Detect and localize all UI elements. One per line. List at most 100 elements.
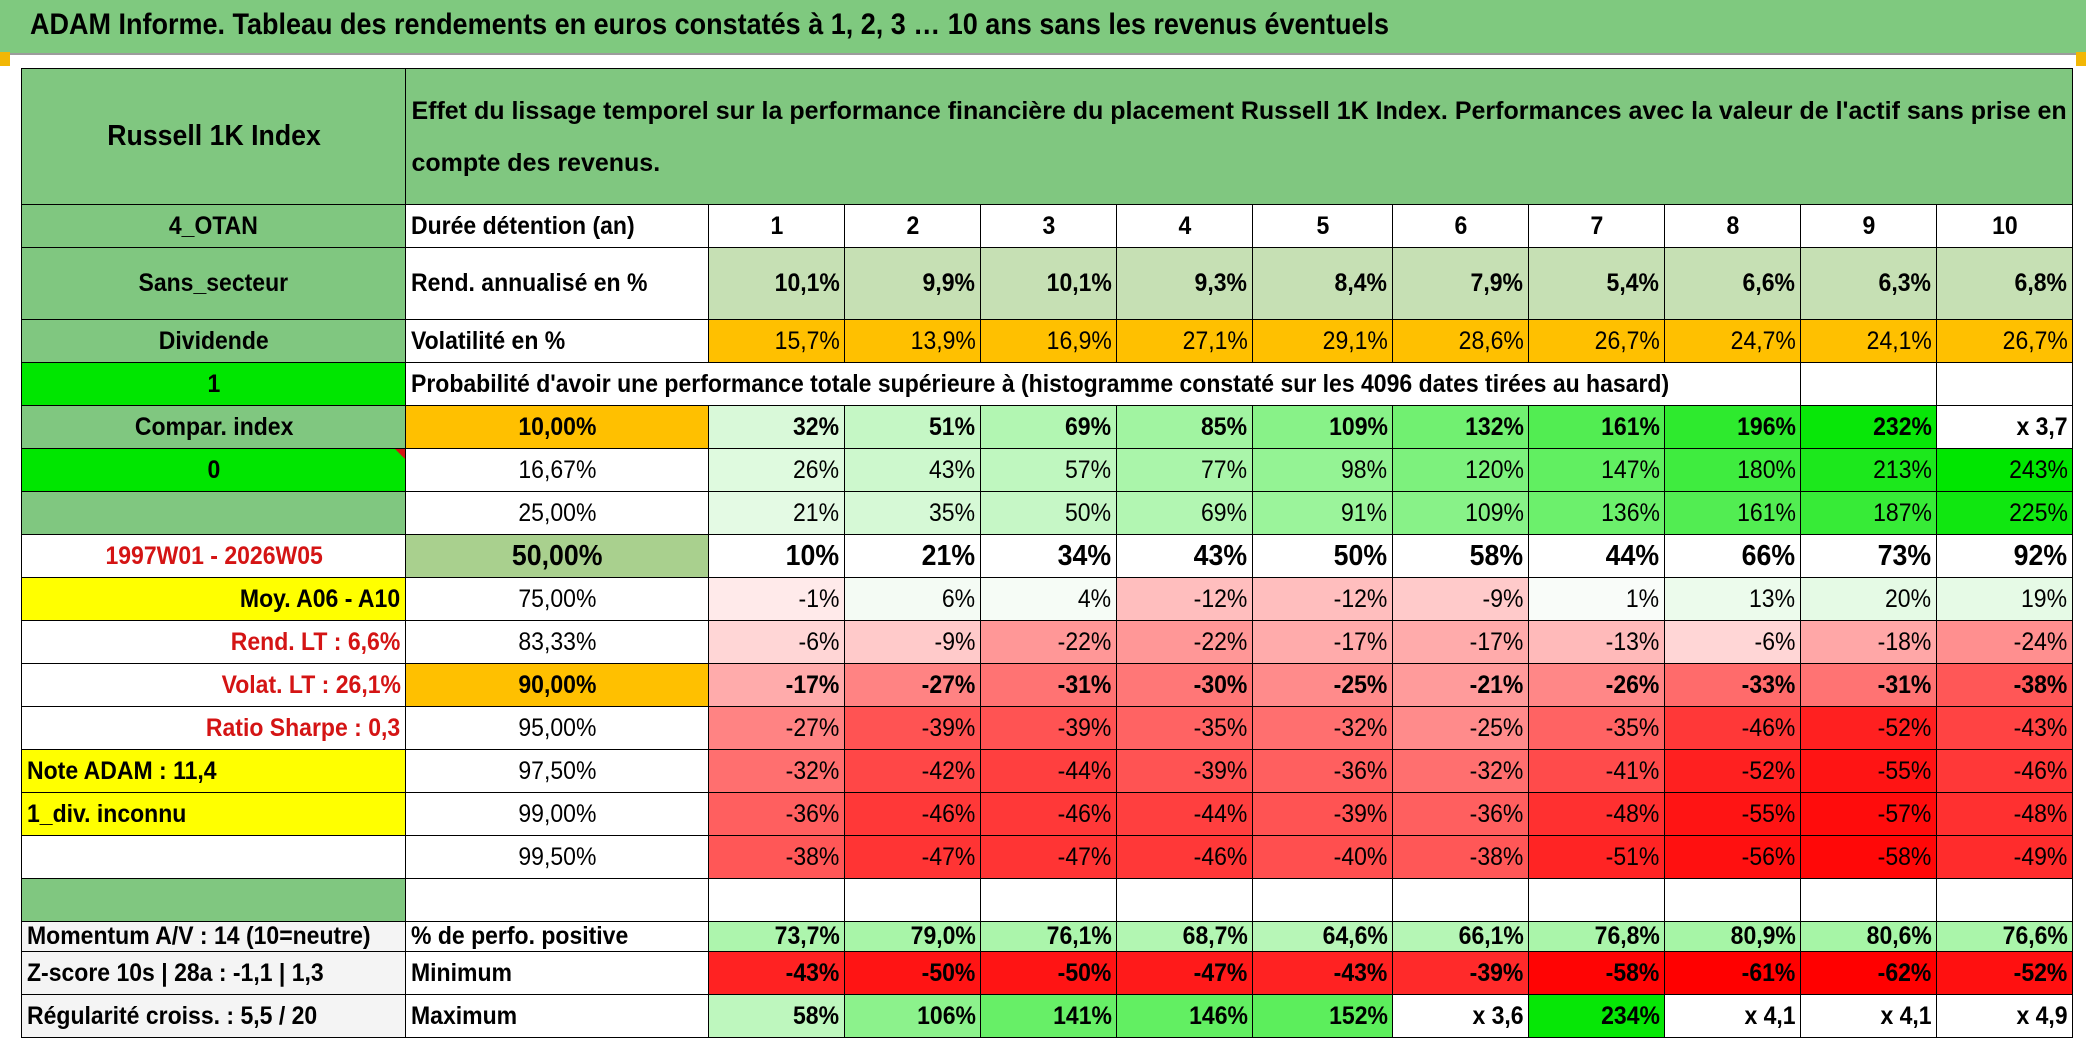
probability-level: 99,00% bbox=[405, 792, 710, 836]
probability-value: -12% bbox=[1252, 577, 1394, 621]
probability-value: -13% bbox=[1528, 620, 1666, 664]
probability-value-text: 21% bbox=[922, 539, 976, 572]
annual-return-cell: 6,3% bbox=[1800, 247, 1938, 320]
annual-return-cell: 6,6% bbox=[1664, 247, 1802, 320]
probability-value: 73% bbox=[1800, 534, 1938, 578]
sidebar-label: Dividende bbox=[20, 319, 407, 363]
summary-label: % de perfo. positive bbox=[405, 921, 710, 952]
volatility-cell-text: 28,6% bbox=[1458, 326, 1524, 355]
probability-value-text: 213% bbox=[1872, 455, 1932, 484]
summary-value: -52% bbox=[1936, 951, 2074, 995]
volatility-cell: 24,1% bbox=[1800, 319, 1938, 363]
probability-value-text: -21% bbox=[1469, 670, 1524, 699]
summary-value-text: -52% bbox=[2013, 958, 2068, 987]
probability-value: -17% bbox=[1252, 620, 1394, 664]
probability-value-text: 51% bbox=[929, 412, 976, 441]
probability-value-text: -35% bbox=[1193, 713, 1248, 742]
probability-value-text: -39% bbox=[921, 713, 976, 742]
probability-value: -9% bbox=[1392, 577, 1530, 621]
probability-row: Ratio Sharpe : 0,3 95,00% -27% -39% -39% -35%… bbox=[20, 706, 2074, 750]
annual-return-cell-text: 7,9% bbox=[1471, 269, 1524, 297]
probability-value: -46% bbox=[844, 792, 982, 836]
year-header: 4 bbox=[1116, 204, 1254, 248]
sidebar-indicator-text: Z-score 10s | 28a : -1,1 | 1,3 bbox=[27, 958, 324, 987]
summary-value: 141% bbox=[980, 994, 1118, 1038]
probability-value-text: 20% bbox=[1885, 584, 1932, 613]
probability-value: 98% bbox=[1252, 448, 1394, 492]
probability-value-text: -52% bbox=[1741, 756, 1796, 785]
probability-caption: Probabilité d'avoir une performance tota… bbox=[405, 362, 1802, 406]
annual-return-cell: 9,3% bbox=[1116, 247, 1254, 320]
probability-level-text: 25,00% bbox=[518, 498, 597, 527]
probability-value-text: -9% bbox=[1482, 584, 1524, 613]
probability-value: 161% bbox=[1528, 405, 1666, 449]
summary-value-text: 66,1% bbox=[1458, 922, 1524, 951]
summary-value-text: 152% bbox=[1328, 1001, 1388, 1030]
summary-value: -61% bbox=[1664, 951, 1802, 995]
volatility-cell-text: 29,1% bbox=[1322, 326, 1388, 355]
probability-value: -46% bbox=[1664, 706, 1802, 750]
probability-value-text: 34% bbox=[1058, 539, 1112, 572]
sidebar-value-text: 1 bbox=[207, 369, 221, 398]
probability-row: 25,00% 21% 35% 50% 69% 91% 109% 136% 161% 187% 225… bbox=[20, 491, 2074, 535]
probability-value-text: -46% bbox=[1193, 842, 1248, 871]
probability-value-text: -41% bbox=[1605, 756, 1660, 785]
probability-value: 225% bbox=[1936, 491, 2074, 535]
probability-value: 136% bbox=[1528, 491, 1666, 535]
probability-value: 57% bbox=[980, 448, 1118, 492]
description-cell: Effet du lissage temporel sur la perform… bbox=[405, 68, 2074, 205]
annual-return-cell-text: 5,4% bbox=[1607, 269, 1660, 297]
volatility-cell: 26,7% bbox=[1528, 319, 1666, 363]
probability-value: -12% bbox=[1116, 577, 1254, 621]
probability-row: Rend. LT : 6,6% 83,33% -6% -9% -22% -22% -17% -… bbox=[20, 620, 2074, 664]
probability-value-text: -31% bbox=[1877, 670, 1932, 699]
year-header: 2 bbox=[844, 204, 982, 248]
probability-value-text: -39% bbox=[1333, 799, 1388, 828]
annual-return-cell: 8,4% bbox=[1252, 247, 1394, 320]
probability-level-text: 99,50% bbox=[518, 842, 597, 871]
summary-label-text: Minimum bbox=[411, 958, 513, 987]
probability-value-text: 69% bbox=[1065, 412, 1112, 441]
probability-value: -51% bbox=[1528, 835, 1666, 879]
year-header-text: 10 bbox=[1992, 211, 2018, 240]
probability-value: -44% bbox=[980, 749, 1118, 793]
summary-row: Régularité croiss. : 5,5 / 20 Maximum 58% 1… bbox=[20, 994, 2074, 1038]
summary-value: 106% bbox=[844, 994, 982, 1038]
annual-return-cell: 10,1% bbox=[708, 247, 846, 320]
probability-value: -47% bbox=[980, 835, 1118, 879]
probability-value: 120% bbox=[1392, 448, 1530, 492]
probability-value-text: 73% bbox=[1878, 539, 1932, 572]
sidebar-label: Moy. A06 - A10 bbox=[20, 577, 407, 621]
summary-row: Z-score 10s | 28a : -1,1 | 1,3 Minimum -43… bbox=[20, 951, 2074, 995]
probability-value: 19% bbox=[1936, 577, 2074, 621]
sidebar-label: 1_div. inconnu bbox=[20, 792, 407, 836]
probability-value: 187% bbox=[1800, 491, 1938, 535]
probability-value-text: -32% bbox=[785, 756, 840, 785]
volatility-cell-text: 27,1% bbox=[1182, 326, 1248, 355]
probability-level-text: 90,00% bbox=[518, 670, 597, 699]
sidebar-label: Compar. index bbox=[20, 405, 407, 449]
probability-value-text: -48% bbox=[2013, 799, 2068, 828]
summary-value: 73,7% bbox=[708, 921, 846, 952]
probability-value-text: -27% bbox=[785, 713, 840, 742]
summary-value: x 4,1 bbox=[1800, 994, 1938, 1038]
probability-value: 4% bbox=[980, 577, 1118, 621]
summary-value-text: -43% bbox=[1333, 958, 1388, 987]
probability-value: 44% bbox=[1528, 534, 1666, 578]
summary-value: 79,0% bbox=[844, 921, 982, 952]
probability-value: 232% bbox=[1800, 405, 1938, 449]
probability-value: -44% bbox=[1116, 792, 1254, 836]
probability-value: -39% bbox=[1116, 749, 1254, 793]
summary-value: -43% bbox=[1252, 951, 1394, 995]
annual-return-cell: 7,9% bbox=[1392, 247, 1530, 320]
probability-value-text: -58% bbox=[1877, 842, 1932, 871]
probability-value-text: 147% bbox=[1600, 455, 1660, 484]
summary-value: 76,8% bbox=[1528, 921, 1666, 952]
year-header: 1 bbox=[708, 204, 846, 248]
probability-value: -32% bbox=[1252, 706, 1394, 750]
year-header: 7 bbox=[1528, 204, 1666, 248]
probability-value: -32% bbox=[1392, 749, 1530, 793]
annual-return-cell-text: 6,6% bbox=[1743, 269, 1796, 297]
annual-return-cell-text: 6,8% bbox=[2015, 269, 2068, 297]
probability-value: -57% bbox=[1800, 792, 1938, 836]
